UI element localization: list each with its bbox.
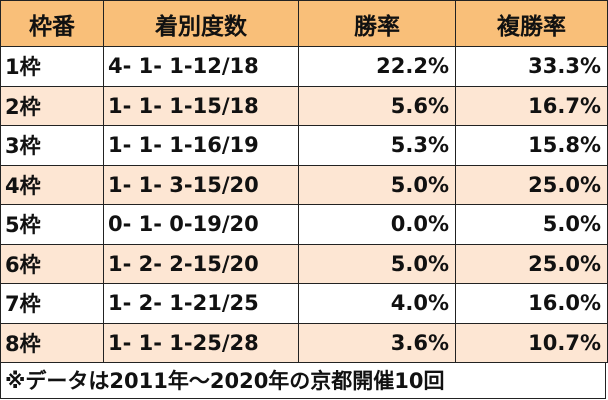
header-cell: 着別度数 bbox=[103, 0, 299, 47]
table-cell: 0.0% bbox=[298, 204, 456, 245]
table-cell: 1- 2- 1-21/25 bbox=[103, 283, 299, 324]
table-cell: 8枠 bbox=[0, 322, 104, 363]
table-row: 3枠 1- 1- 1-16/19 5.3% 15.8% bbox=[0, 125, 608, 166]
table-cell: 16.0% bbox=[455, 283, 608, 324]
table-cell: 5枠 bbox=[0, 204, 104, 245]
table-cell: 5.6% bbox=[298, 85, 456, 126]
header-cell: 複勝率 bbox=[455, 0, 608, 47]
table-cell: 5.3% bbox=[298, 125, 456, 166]
table-cell: 25.0% bbox=[455, 243, 608, 284]
table-cell: 2枠 bbox=[0, 85, 104, 126]
table-cell: 22.2% bbox=[298, 46, 456, 87]
table-cell: 4.0% bbox=[298, 283, 456, 324]
header-cell: 枠番 bbox=[0, 0, 104, 47]
table-cell: 1- 1- 1-15/18 bbox=[103, 85, 299, 126]
table-cell: 1- 1- 1-16/19 bbox=[103, 125, 299, 166]
table-cell: 16.7% bbox=[455, 85, 608, 126]
table-cell: 10.7% bbox=[455, 322, 608, 363]
table-row: 5枠 0- 1- 0-19/20 0.0% 5.0% bbox=[0, 204, 608, 245]
table-cell: 1- 1- 3-15/20 bbox=[103, 164, 299, 205]
footnote: ※データは2011年～2020年の京都開催10回 bbox=[0, 363, 606, 399]
table-row: 2枠 1- 1- 1-15/18 5.6% 16.7% bbox=[0, 85, 608, 126]
table-cell: 7枠 bbox=[0, 283, 104, 324]
table-row: 1枠 4- 1- 1-12/18 22.2% 33.3% bbox=[0, 46, 608, 87]
table-row: 4枠 1- 1- 3-15/20 5.0% 25.0% bbox=[0, 164, 608, 205]
table-cell: 5.0% bbox=[298, 243, 456, 284]
table-cell: 1- 1- 1-25/28 bbox=[103, 322, 299, 363]
table-cell: 5.0% bbox=[298, 164, 456, 205]
table-cell: 15.8% bbox=[455, 125, 608, 166]
table-cell: 1- 2- 2-15/20 bbox=[103, 243, 299, 284]
table-cell: 25.0% bbox=[455, 164, 608, 205]
table-row: 8枠 1- 1- 1-25/28 3.6% 10.7% bbox=[0, 322, 608, 363]
table-cell: 4枠 bbox=[0, 164, 104, 205]
table-cell: 5.0% bbox=[455, 204, 608, 245]
table-cell: 3枠 bbox=[0, 125, 104, 166]
results-table: 枠番 着別度数 勝率 複勝率 1枠 4- 1- 1-12/18 22.2% 33.3% 2枠 1… bbox=[0, 0, 608, 363]
header-cell: 勝率 bbox=[298, 0, 456, 47]
table-row: 6枠 1- 2- 2-15/20 5.0% 25.0% bbox=[0, 243, 608, 284]
table-cell: 0- 1- 0-19/20 bbox=[103, 204, 299, 245]
table-cell: 6枠 bbox=[0, 243, 104, 284]
table-cell: 3.6% bbox=[298, 322, 456, 363]
header-row: 枠番 着別度数 勝率 複勝率 bbox=[0, 0, 608, 47]
table-cell: 33.3% bbox=[455, 46, 608, 87]
table-cell: 1枠 bbox=[0, 46, 104, 87]
table-cell: 4- 1- 1-12/18 bbox=[103, 46, 299, 87]
table-row: 7枠 1- 2- 1-21/25 4.0% 16.0% bbox=[0, 283, 608, 324]
